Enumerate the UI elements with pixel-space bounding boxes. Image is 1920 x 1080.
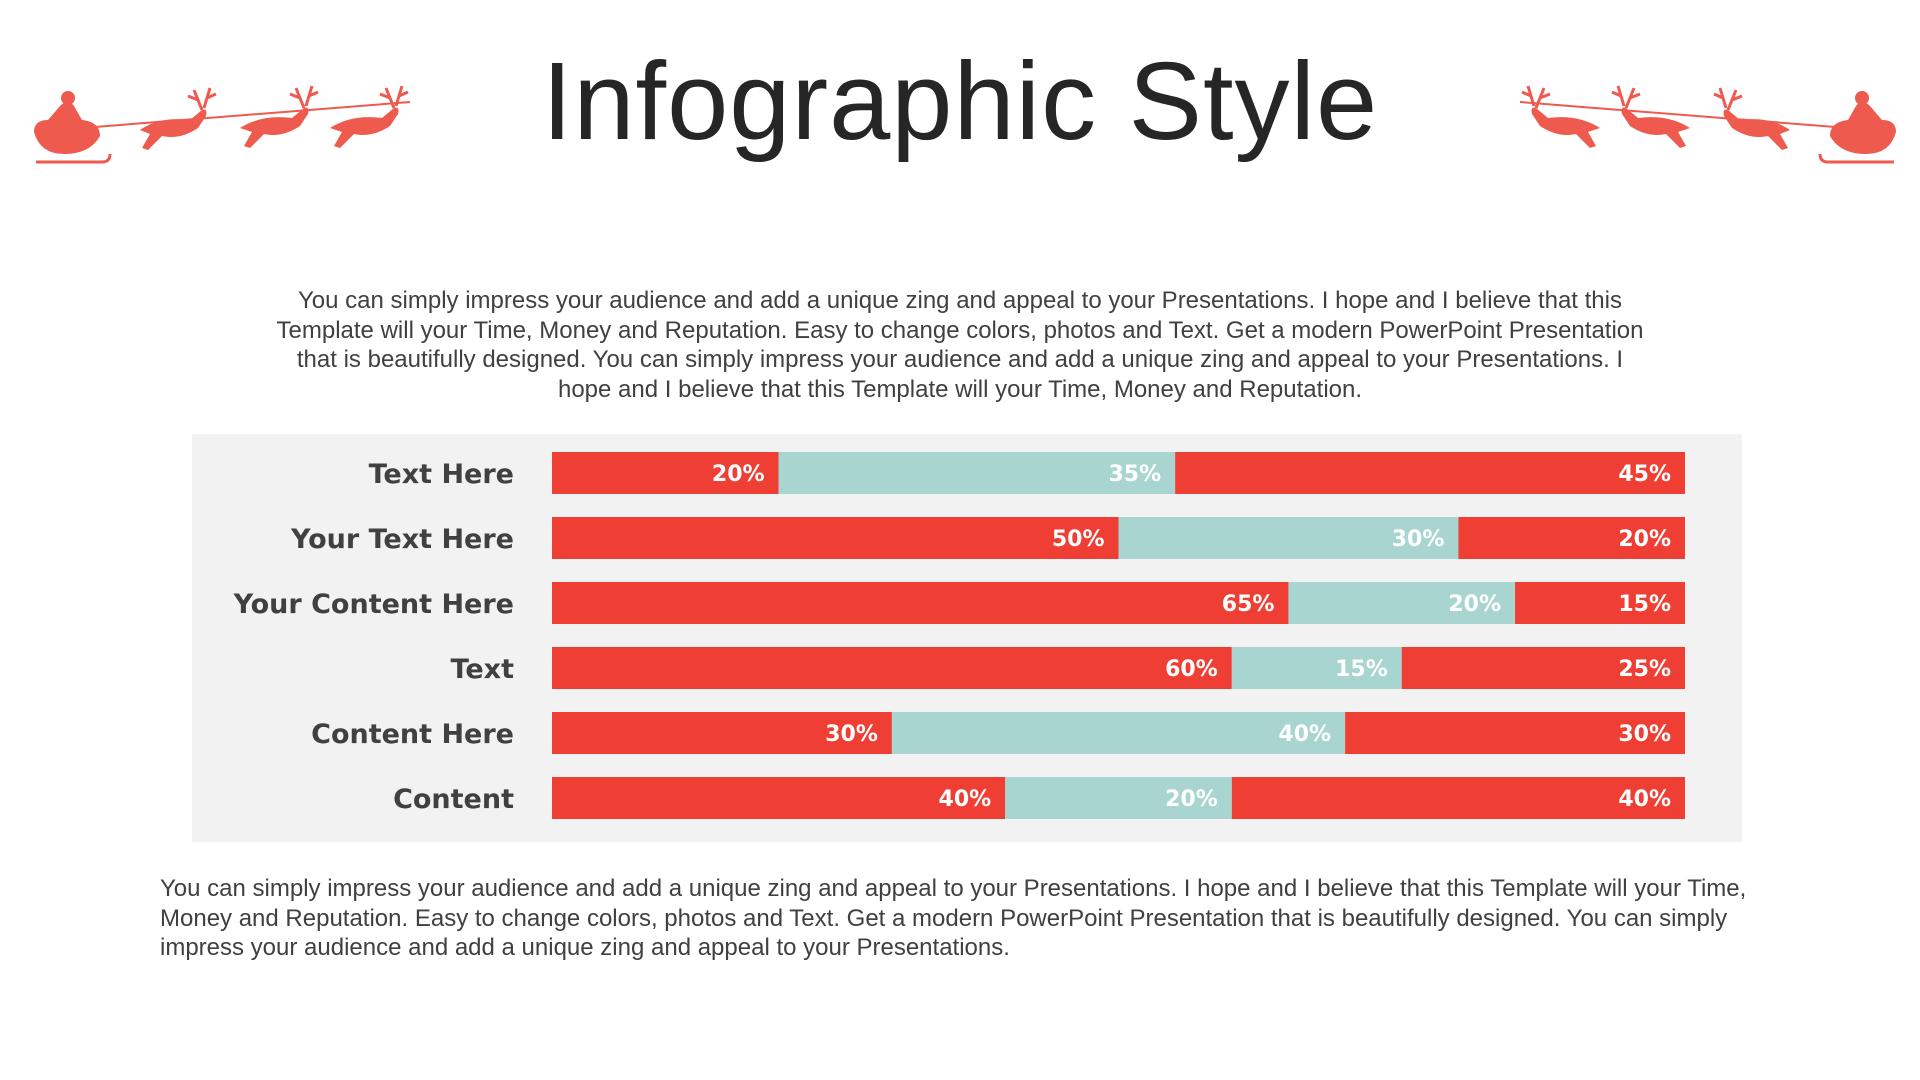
value-label: 25%	[1618, 657, 1671, 682]
value-label: 20%	[1165, 787, 1218, 812]
value-label: 15%	[1618, 592, 1671, 617]
value-label: 40%	[939, 787, 992, 812]
value-label: 60%	[1165, 657, 1218, 682]
bar-segment	[552, 777, 1006, 819]
category-label: Your Text Here	[290, 524, 514, 555]
bar-segment	[552, 517, 1119, 559]
santa-sleigh-reindeer-icon	[34, 85, 411, 164]
bar-segment	[1175, 452, 1685, 494]
category-label: Content Here	[311, 719, 514, 750]
bar-segment	[1345, 712, 1685, 754]
bar-segment	[1288, 582, 1516, 624]
value-label: 30%	[825, 722, 878, 747]
value-label: 45%	[1618, 462, 1671, 487]
bar-segment	[552, 647, 1232, 689]
bar-segment	[1401, 647, 1685, 689]
value-label: 20%	[1448, 592, 1501, 617]
value-label: 40%	[1618, 787, 1671, 812]
category-label: Text	[451, 654, 515, 685]
category-label: Your Content Here	[233, 589, 514, 620]
value-label: 40%	[1278, 722, 1331, 747]
chart-panel: Text Here 20% 35% 45% Your Text Here 50% 30% 20…	[192, 434, 1742, 842]
bar-segment	[1231, 777, 1685, 819]
bar-segment	[552, 712, 892, 754]
page-title: Infographic Style	[541, 40, 1379, 163]
bar-segment	[1231, 647, 1402, 689]
bar-segment	[1515, 582, 1685, 624]
category-label: Content	[393, 784, 514, 815]
value-label: 50%	[1052, 527, 1105, 552]
value-label: 30%	[1392, 527, 1445, 552]
value-label: 30%	[1618, 722, 1671, 747]
value-label: 15%	[1335, 657, 1388, 682]
value-label: 35%	[1108, 462, 1161, 487]
bar-segment	[552, 452, 779, 494]
bar-segment	[778, 452, 1176, 494]
value-label: 20%	[712, 462, 765, 487]
sleigh-reindeer-decoration-right	[1519, 85, 1896, 164]
bar-segment	[1005, 777, 1232, 819]
bottom-paragraph: You can simply impress your audience and…	[160, 875, 1747, 961]
category-label: Text Here	[369, 459, 514, 490]
value-label: 20%	[1618, 527, 1671, 552]
santa-sleigh-reindeer-icon	[1519, 85, 1896, 164]
stacked-bar-chart: Text Here 20% 35% 45% Your Text Here 50% 30% 20…	[233, 452, 1685, 819]
bar-segment	[552, 582, 1289, 624]
bar-segment	[1118, 517, 1459, 559]
bar-segment	[1458, 517, 1685, 559]
sleigh-reindeer-decoration-left	[34, 85, 411, 164]
intro-paragraph: You can simply impress your audience and…	[276, 287, 1644, 403]
bar-segment	[891, 712, 1346, 754]
value-label: 65%	[1222, 592, 1275, 617]
